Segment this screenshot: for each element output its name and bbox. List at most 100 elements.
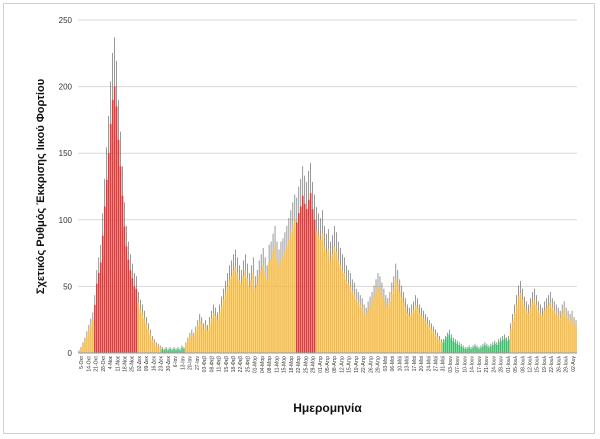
bar — [406, 313, 409, 353]
y-tick-label: 100 — [59, 216, 73, 225]
bar — [105, 179, 108, 353]
bar — [155, 345, 157, 353]
bar — [482, 346, 484, 353]
bar — [327, 249, 330, 353]
y-axis-title: Σχετικός Ρυθμός Έκκρισης Ιικού Φορτίου — [35, 79, 47, 294]
x-tick-label: 05-Απρ — [325, 356, 331, 373]
y-tick-labels: 0 50 100 150 200 250 — [59, 16, 73, 358]
bar — [361, 307, 363, 353]
y-tick-label: 150 — [59, 149, 73, 158]
bar — [478, 349, 480, 353]
x-tick-label: 01-Μαρ — [253, 356, 259, 373]
x-tick-label: 14-Οκτ — [86, 356, 92, 372]
bar — [173, 349, 175, 353]
x-tick-label: 26-Ιουλ — [556, 356, 562, 373]
bar — [197, 326, 199, 353]
bar — [347, 283, 350, 353]
bar — [101, 235, 104, 353]
bar — [121, 195, 124, 353]
x-tick-label: 29-Ιουλ — [564, 356, 570, 373]
bar — [335, 251, 338, 353]
bar — [123, 226, 126, 353]
bar — [547, 305, 550, 353]
bar — [226, 286, 229, 353]
bar — [389, 302, 391, 353]
bar — [486, 346, 488, 353]
bar — [294, 219, 296, 353]
bar — [175, 350, 177, 353]
bar — [416, 307, 419, 353]
bar — [505, 341, 508, 353]
bar — [224, 293, 227, 353]
bar — [442, 342, 445, 353]
bar — [171, 350, 173, 353]
bar — [280, 259, 282, 353]
bar — [133, 286, 136, 353]
bar — [222, 299, 225, 353]
x-tick-label: 19-Απρ — [354, 356, 360, 373]
x-tick-label: 06-Μαϊ — [390, 355, 396, 371]
bar — [422, 318, 425, 353]
x-tick-label: 25-Νοε — [130, 355, 136, 372]
bar — [404, 307, 407, 353]
x-tick-label: 14-Ιουν — [470, 356, 476, 373]
bar — [325, 253, 328, 353]
bar — [426, 323, 429, 353]
bar — [462, 347, 464, 353]
bar — [355, 299, 357, 353]
x-tick-label: 21-Ιουν — [484, 356, 490, 373]
bar — [143, 318, 146, 353]
bar — [527, 313, 530, 353]
x-tick-label: 18-Φεβ — [231, 356, 237, 372]
bar — [456, 343, 458, 353]
bar — [147, 329, 150, 353]
bar — [200, 323, 203, 353]
x-tick-label: 10-Μαϊ — [397, 355, 403, 371]
x-tick-label: 29-Απρ — [376, 356, 382, 373]
bar — [339, 265, 342, 353]
bar — [198, 321, 201, 353]
x-tick-label: 04-Μαρ — [260, 356, 266, 373]
bar — [519, 293, 522, 353]
bar — [84, 341, 86, 353]
bar — [499, 341, 502, 353]
bar — [82, 345, 84, 353]
bar — [88, 330, 90, 353]
bar — [284, 251, 286, 353]
y-tick-label: 250 — [59, 16, 73, 25]
x-tick-label: 01-Ιουλ — [506, 356, 512, 373]
bar — [292, 226, 294, 353]
bars — [78, 86, 577, 354]
bar — [466, 349, 468, 353]
x-tick-label: 02-Αυγ — [571, 356, 577, 372]
bar — [260, 270, 262, 353]
bar — [557, 315, 559, 353]
bar — [450, 338, 453, 353]
bar — [240, 283, 243, 353]
bar — [440, 342, 443, 353]
x-tick-label: 16-Δεκ — [151, 356, 157, 372]
bar — [157, 346, 159, 353]
bar — [513, 313, 516, 353]
x-tick-label: 5-Οκτ — [79, 356, 85, 369]
bar — [210, 318, 213, 353]
bar — [529, 307, 532, 353]
bar — [177, 349, 179, 353]
bar — [274, 246, 276, 353]
bar — [458, 345, 460, 353]
bar — [159, 347, 161, 353]
bar — [250, 279, 253, 353]
bar — [555, 313, 557, 353]
bar — [549, 302, 552, 353]
x-tick-label: 22-Φεβ — [238, 356, 244, 372]
bar — [379, 289, 381, 353]
bar — [533, 299, 536, 353]
bar — [507, 339, 510, 353]
x-tick-label: 18-Νοε — [123, 355, 129, 372]
bar — [474, 346, 476, 353]
x-tick-label: 22-Απρ — [361, 356, 367, 373]
bar — [80, 349, 82, 353]
bar — [367, 310, 369, 353]
bar — [531, 302, 534, 353]
bar — [545, 307, 548, 353]
